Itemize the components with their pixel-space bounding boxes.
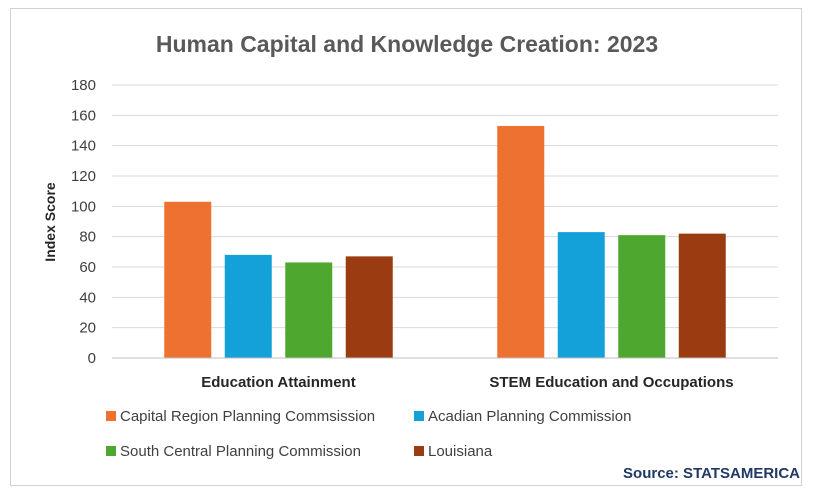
y-tick-label: 140 [71, 138, 96, 155]
y-tick-label: 180 [71, 77, 96, 94]
y-tick-label: 60 [79, 259, 96, 276]
bar [285, 262, 333, 358]
y-tick-label: 80 [79, 229, 96, 246]
y-tick-label: 120 [71, 168, 96, 185]
bar [557, 232, 605, 358]
y-axis-ticks: 0 20 40 60 80 100 120 140 160 180 [71, 77, 96, 367]
x-axis-categories: Education Attainment STEM Education and O… [201, 374, 733, 391]
chart-title: Human Capital and Knowledge Creation: 20… [156, 31, 658, 57]
y-axis-label: Index Score [42, 182, 58, 262]
y-tick-label: 40 [79, 289, 96, 306]
y-tick-label: 160 [71, 107, 96, 124]
bar [678, 233, 726, 358]
bars [164, 125, 726, 358]
source-note: Source: STATSAMERICA [623, 465, 800, 482]
bar [345, 256, 393, 358]
legend: Capital Region Planning Commsission Acadi… [106, 408, 631, 460]
legend-label: Louisiana [428, 443, 493, 460]
bar [224, 254, 272, 358]
legend-label: Capital Region Planning Commsission [120, 408, 375, 425]
x-category-label: STEM Education and Occupations [489, 374, 733, 391]
bar [497, 125, 545, 358]
legend-label: Acadian Planning Commission [428, 408, 631, 425]
legend-label: South Central Planning Commission [120, 443, 361, 460]
y-tick-label: 0 [88, 350, 96, 367]
y-tick-label: 20 [79, 320, 96, 337]
gridlines [112, 84, 778, 329]
legend-swatch [414, 411, 424, 421]
legend-swatch [106, 411, 116, 421]
legend-swatch [414, 446, 424, 456]
x-category-label: Education Attainment [201, 374, 355, 391]
bar [164, 201, 212, 358]
bar [618, 235, 666, 358]
chart-frame [10, 8, 802, 486]
legend-swatch [106, 446, 116, 456]
y-tick-label: 100 [71, 198, 96, 215]
